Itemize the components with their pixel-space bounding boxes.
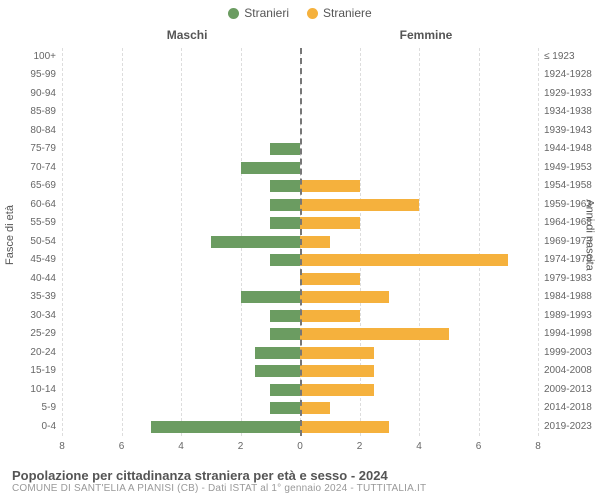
age-label: 30-34 <box>30 307 56 326</box>
birth-year-label: 1974-1978 <box>544 251 592 270</box>
age-label: 65-69 <box>30 177 56 196</box>
bar-female <box>300 254 508 266</box>
age-label: 70-74 <box>30 159 56 178</box>
birth-year-label: 1994-1998 <box>544 325 592 344</box>
birth-year-label: 1954-1958 <box>544 177 592 196</box>
chart-subtitle: COMUNE DI SANT'ELIA A PIANISI (CB) - Dat… <box>12 483 588 494</box>
age-label: 40-44 <box>30 270 56 289</box>
legend-item-male: Stranieri <box>228 6 289 20</box>
y-axis-left-title: Fasce di età <box>4 205 16 265</box>
legend-label-female: Straniere <box>323 6 372 20</box>
bar-male <box>270 217 300 229</box>
bar-male <box>270 384 300 396</box>
bar-female <box>300 328 449 340</box>
x-tick: 4 <box>416 441 422 452</box>
birth-year-label: 1984-1988 <box>544 288 592 307</box>
bar-female <box>300 236 330 248</box>
birth-year-label: 1944-1948 <box>544 140 592 159</box>
legend-item-female: Straniere <box>307 6 372 20</box>
bar-male <box>211 236 300 248</box>
age-label: 85-89 <box>30 103 56 122</box>
birth-year-label: 1989-1993 <box>544 307 592 326</box>
bar-female <box>300 421 389 433</box>
age-label: 80-84 <box>30 122 56 141</box>
age-label: 100+ <box>33 48 56 67</box>
x-tick: 8 <box>535 441 541 452</box>
legend-label-male: Stranieri <box>244 6 289 20</box>
center-divider <box>300 48 302 436</box>
birth-year-label: 1999-2003 <box>544 344 592 363</box>
bar-male <box>151 421 300 433</box>
birth-year-label: 1924-1928 <box>544 66 592 85</box>
age-label: 10-14 <box>30 381 56 400</box>
birth-year-label: 1969-1973 <box>544 233 592 252</box>
bar-male <box>270 328 300 340</box>
legend-swatch-male <box>228 8 239 19</box>
age-label: 95-99 <box>30 66 56 85</box>
birth-year-label: 2004-2008 <box>544 362 592 381</box>
age-label: 75-79 <box>30 140 56 159</box>
age-label: 20-24 <box>30 344 56 363</box>
bar-male <box>270 143 300 155</box>
x-tick: 6 <box>476 441 482 452</box>
bar-male <box>255 347 300 359</box>
bar-female <box>300 273 360 285</box>
bar-female <box>300 217 360 229</box>
age-label: 55-59 <box>30 214 56 233</box>
bar-male <box>270 180 300 192</box>
age-label: 90-94 <box>30 85 56 104</box>
legend: Stranieri Straniere <box>0 0 600 20</box>
birth-year-label: 1939-1943 <box>544 122 592 141</box>
age-label: 15-19 <box>30 362 56 381</box>
birth-year-label: 1964-1968 <box>544 214 592 233</box>
bar-female <box>300 347 374 359</box>
plot-area: Maschi Femmine 864202468100+≤ 192395-991… <box>62 48 538 436</box>
bar-female <box>300 310 360 322</box>
birth-year-label: 1979-1983 <box>544 270 592 289</box>
birth-year-label: 2009-2013 <box>544 381 592 400</box>
x-tick: 4 <box>178 441 184 452</box>
x-tick: 8 <box>59 441 65 452</box>
bar-male <box>270 310 300 322</box>
x-tick: 0 <box>297 441 303 452</box>
legend-swatch-female <box>307 8 318 19</box>
bar-male <box>241 162 301 174</box>
bar-female <box>300 365 374 377</box>
age-label: 60-64 <box>30 196 56 215</box>
gridline <box>538 48 539 436</box>
birth-year-label: 1934-1938 <box>544 103 592 122</box>
col-header-male: Maschi <box>167 28 208 42</box>
age-label: 50-54 <box>30 233 56 252</box>
bar-female <box>300 199 419 211</box>
age-label: 5-9 <box>42 399 56 418</box>
birth-year-label: 1959-1963 <box>544 196 592 215</box>
chart-footer: Popolazione per cittadinanza straniera p… <box>12 468 588 494</box>
bar-female <box>300 384 374 396</box>
chart-title: Popolazione per cittadinanza straniera p… <box>12 468 588 483</box>
bar-male <box>270 402 300 414</box>
birth-year-label: 2014-2018 <box>544 399 592 418</box>
age-label: 45-49 <box>30 251 56 270</box>
birth-year-label: ≤ 1923 <box>544 48 575 67</box>
birth-year-label: 1929-1933 <box>544 85 592 104</box>
age-label: 25-29 <box>30 325 56 344</box>
x-tick: 2 <box>357 441 363 452</box>
bar-male <box>270 199 300 211</box>
bar-female <box>300 291 389 303</box>
birth-year-label: 1949-1953 <box>544 159 592 178</box>
age-label: 0-4 <box>42 418 56 437</box>
bar-male <box>270 254 300 266</box>
x-tick: 2 <box>238 441 244 452</box>
bar-female <box>300 402 330 414</box>
birth-year-label: 2019-2023 <box>544 418 592 437</box>
population-pyramid-chart: Fasce di età Anni di nascita Maschi Femm… <box>0 20 600 450</box>
bar-female <box>300 180 360 192</box>
x-tick: 6 <box>119 441 125 452</box>
bar-male <box>255 365 300 377</box>
bar-male <box>241 291 301 303</box>
age-label: 35-39 <box>30 288 56 307</box>
col-header-female: Femmine <box>400 28 453 42</box>
